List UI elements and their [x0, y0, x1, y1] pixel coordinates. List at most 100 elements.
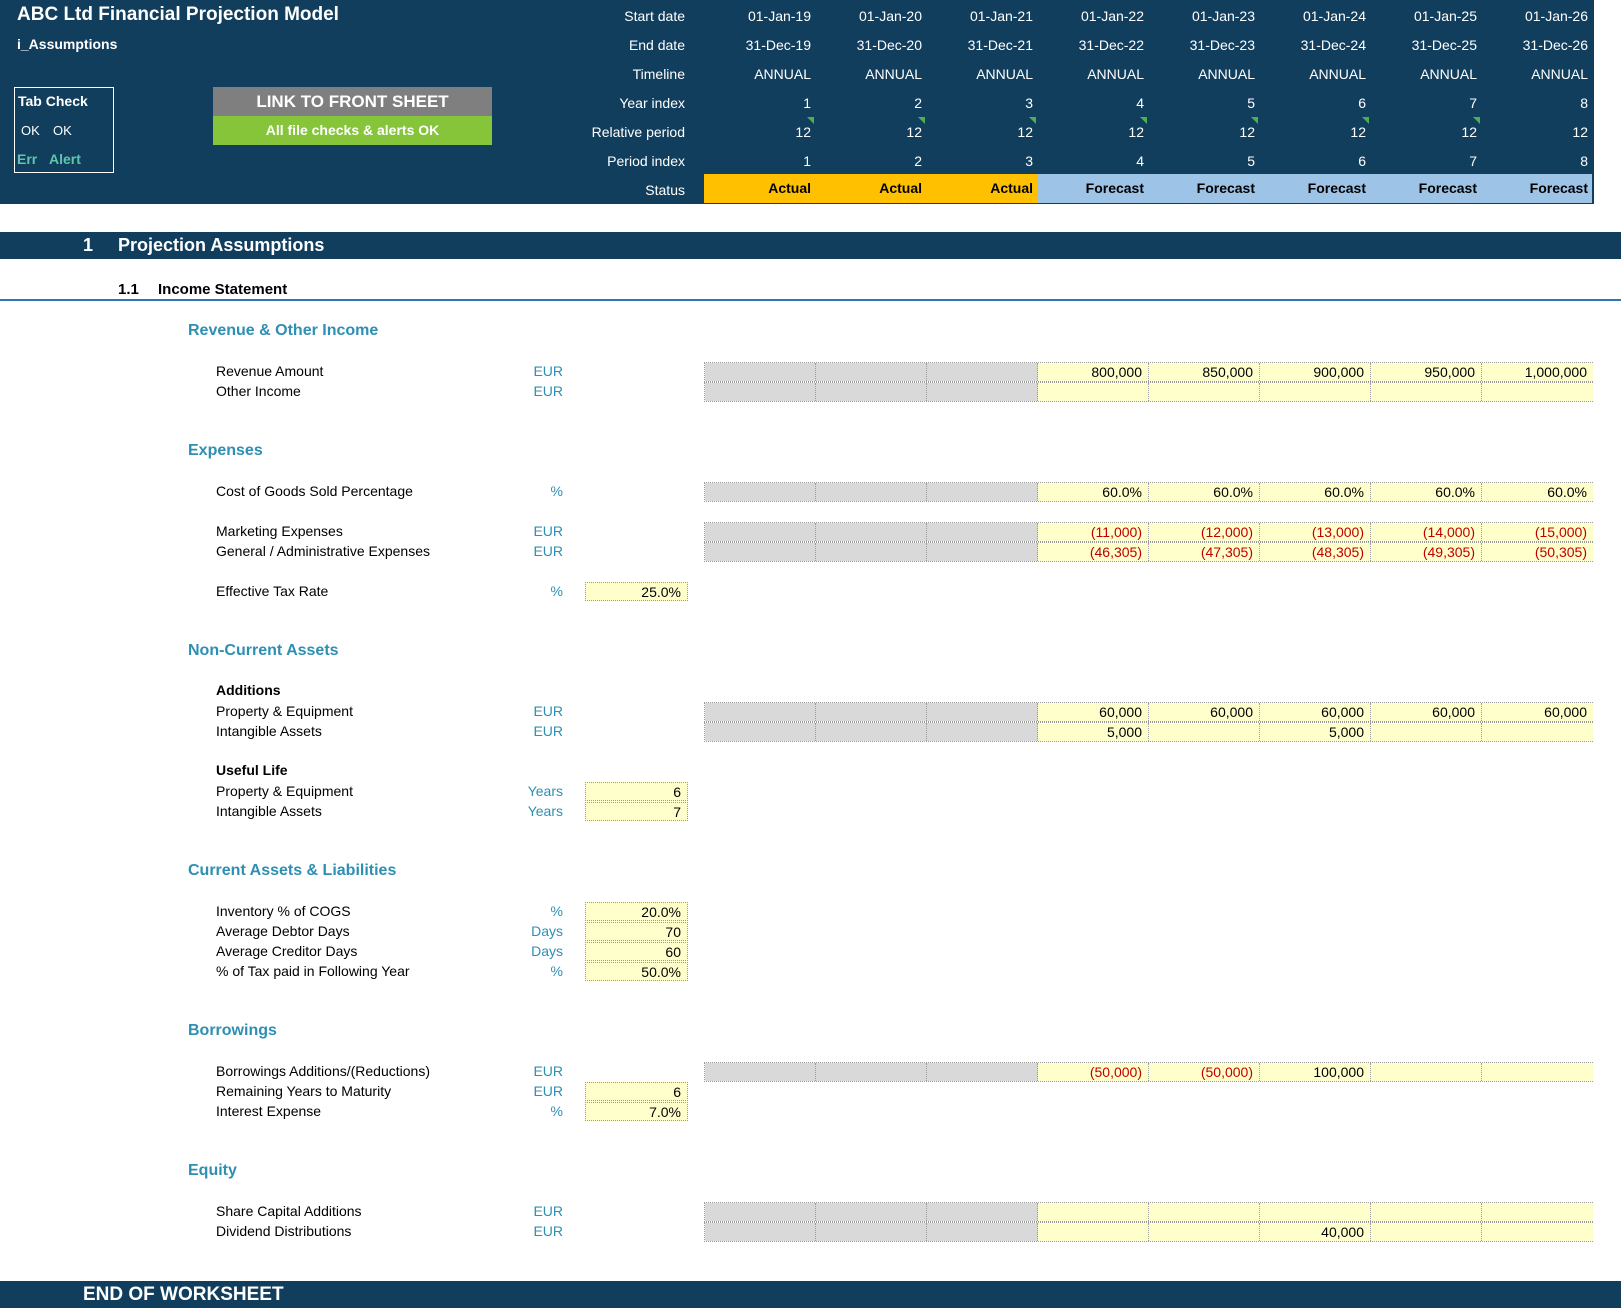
period-year-index: 5 — [1247, 95, 1255, 111]
period-relative-period: 12 — [795, 124, 811, 140]
period-timeline: ANNUAL — [1531, 66, 1588, 82]
period-input-cell[interactable]: 60,000 — [1482, 703, 1593, 721]
tab-check-alert: Alert — [49, 151, 81, 167]
input-interest[interactable]: 7.0% — [585, 1102, 688, 1121]
row-label-tax-rate: Effective Tax Rate — [216, 583, 329, 599]
period-input-cell — [927, 363, 1038, 381]
period-input-cell[interactable] — [1482, 723, 1593, 741]
period-input-cell[interactable]: 5,000 — [1038, 723, 1149, 741]
period-input-cell[interactable] — [1482, 1063, 1593, 1081]
period-input-cell[interactable]: 60.0% — [1482, 483, 1593, 501]
period-input-cell[interactable]: 60,000 — [1038, 703, 1149, 721]
period-input-cell[interactable] — [1371, 723, 1482, 741]
period-input-cell[interactable] — [1260, 1203, 1371, 1221]
period-end: 31-Dec-25 — [1411, 37, 1477, 53]
period-input-cell[interactable]: (50,305) — [1482, 543, 1593, 561]
period-input-cell[interactable]: (46,305) — [1038, 543, 1149, 561]
period-input-cell[interactable]: 60.0% — [1038, 483, 1149, 501]
period-input-cell[interactable]: 60,000 — [1149, 703, 1260, 721]
input-row-gen-admin: (46,305) (47,305) (48,305) (49,305) (50,305) — [704, 542, 1593, 562]
period-input-cell[interactable] — [1371, 1063, 1482, 1081]
row-unit: % — [550, 583, 563, 599]
comment-indicator — [918, 117, 925, 124]
period-relative-period: 12 — [906, 124, 922, 140]
link-to-front-sheet-button[interactable]: LINK TO FRONT SHEET — [213, 87, 492, 116]
comment-indicator — [1362, 117, 1369, 124]
comment-indicator — [807, 117, 814, 124]
period-input-cell[interactable] — [1038, 383, 1149, 401]
period-input-cell[interactable] — [1482, 1203, 1593, 1221]
period-input-cell[interactable] — [1260, 383, 1371, 401]
input-maturity[interactable]: 6 — [585, 1082, 688, 1101]
period-input-cell[interactable]: 100,000 — [1260, 1063, 1371, 1081]
period-input-cell — [816, 703, 927, 721]
input-inventory[interactable]: 20.0% — [585, 902, 688, 921]
section-title: Projection Assumptions — [118, 235, 325, 255]
input-life-ppe[interactable]: 6 — [585, 782, 688, 801]
period-input-cell[interactable] — [1149, 1203, 1260, 1221]
period-input-cell — [705, 703, 816, 721]
input-debtor-days[interactable]: 70 — [585, 922, 688, 941]
period-input-cell[interactable]: 60.0% — [1149, 483, 1260, 501]
period-input-cell[interactable]: 1,000,000 — [1482, 363, 1593, 381]
input-row-share-capital — [704, 1202, 1593, 1222]
period-period-index: 4 — [1136, 153, 1144, 169]
period-relative-period: 12 — [1128, 124, 1144, 140]
period-input-cell[interactable] — [1371, 383, 1482, 401]
period-input-cell[interactable]: (13,000) — [1260, 523, 1371, 541]
period-input-cell[interactable]: (12,000) — [1149, 523, 1260, 541]
row-unit: EUR — [533, 363, 563, 379]
row-unit: % — [550, 963, 563, 979]
row-label-creditor-days: Average Creditor Days — [216, 943, 358, 959]
period-timeline: ANNUAL — [1420, 66, 1477, 82]
period-input-cell — [927, 1063, 1038, 1081]
input-tax-rate[interactable]: 25.0% — [585, 582, 688, 601]
period-input-cell[interactable]: (15,000) — [1482, 523, 1593, 541]
period-input-cell[interactable]: (50,000) — [1149, 1063, 1260, 1081]
period-input-cell[interactable] — [1482, 383, 1593, 401]
period-status: Forecast — [1148, 174, 1259, 203]
period-input-cell[interactable] — [1371, 1203, 1482, 1221]
period-input-cell[interactable] — [1149, 723, 1260, 741]
period-input-cell[interactable] — [1371, 1223, 1482, 1241]
row-unit: EUR — [533, 1223, 563, 1239]
period-input-cell — [816, 363, 927, 381]
group-revenue: Revenue & Other Income — [188, 322, 379, 339]
period-input-cell[interactable] — [1149, 383, 1260, 401]
tab-check-title: Tab Check — [18, 93, 88, 109]
period-input-cell — [705, 543, 816, 561]
period-input-cell[interactable]: 900,000 — [1260, 363, 1371, 381]
period-input-cell[interactable]: 60.0% — [1260, 483, 1371, 501]
period-input-cell[interactable]: 800,000 — [1038, 363, 1149, 381]
row-unit: EUR — [533, 703, 563, 719]
period-input-cell[interactable]: (49,305) — [1371, 543, 1482, 561]
row-unit: % — [550, 1103, 563, 1119]
period-input-cell[interactable]: 950,000 — [1371, 363, 1482, 381]
period-input-cell[interactable] — [1038, 1203, 1149, 1221]
period-input-cell[interactable]: (11,000) — [1038, 523, 1149, 541]
period-relative-period: 12 — [1017, 124, 1033, 140]
row-unit: EUR — [533, 1083, 563, 1099]
tab-check-err: Err — [17, 151, 38, 167]
period-input-cell[interactable]: (48,305) — [1260, 543, 1371, 561]
period-input-cell[interactable]: (47,305) — [1149, 543, 1260, 561]
tab-check-ok-2: OK — [53, 123, 72, 138]
period-input-cell[interactable]: 40,000 — [1260, 1223, 1371, 1241]
comment-indicator — [1140, 117, 1147, 124]
period-input-cell[interactable] — [1038, 1223, 1149, 1241]
period-input-cell[interactable] — [1482, 1223, 1593, 1241]
input-life-intangible[interactable]: 7 — [585, 802, 688, 821]
input-creditor-days[interactable]: 60 — [585, 942, 688, 961]
period-input-cell[interactable]: 60,000 — [1371, 703, 1482, 721]
period-input-cell[interactable]: 60,000 — [1260, 703, 1371, 721]
row-label-debtor-days: Average Debtor Days — [216, 923, 350, 939]
period-input-cell[interactable]: 60.0% — [1371, 483, 1482, 501]
period-input-cell[interactable]: (50,000) — [1038, 1063, 1149, 1081]
row-unit: EUR — [533, 383, 563, 399]
period-relative-period: 12 — [1461, 124, 1477, 140]
period-input-cell[interactable]: 850,000 — [1149, 363, 1260, 381]
period-input-cell[interactable]: 5,000 — [1260, 723, 1371, 741]
period-input-cell[interactable]: (14,000) — [1371, 523, 1482, 541]
period-input-cell[interactable] — [1149, 1223, 1260, 1241]
input-tax-following[interactable]: 50.0% — [585, 962, 688, 981]
